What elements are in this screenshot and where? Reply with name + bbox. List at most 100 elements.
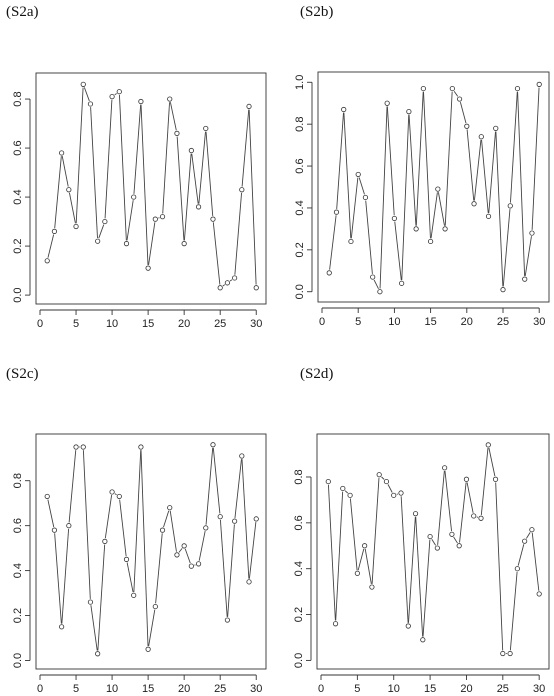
series-segment-b-9 [394, 221, 402, 281]
data-point-b-1 [333, 209, 340, 215]
series-segment-d-5 [364, 548, 372, 584]
series-segment-d-22 [488, 447, 496, 477]
data-point-d-24 [500, 650, 506, 657]
series-segment-a-19 [183, 153, 192, 241]
y-tick-label-b-2: 0.4 [294, 200, 306, 215]
data-point-d-22 [485, 442, 491, 448]
data-point-d-11 [405, 623, 411, 629]
data-point-c-15 [152, 603, 158, 610]
data-point-d-10 [398, 490, 404, 496]
series-segment-a-23 [212, 222, 221, 285]
series-segment-b-18 [459, 102, 467, 124]
data-point-c-6 [87, 599, 94, 605]
series-segment-b-23 [495, 131, 504, 287]
series-segment-c-2 [61, 528, 70, 624]
data-point-d-20 [471, 513, 477, 519]
x-tick-label-b-0: 0 [319, 316, 325, 328]
data-point-c-1 [51, 527, 58, 533]
x-tick-label-d-1: 5 [354, 683, 360, 695]
data-point-d-7 [376, 472, 382, 478]
data-point-a-14 [145, 265, 151, 271]
series-segment-b-22 [488, 131, 496, 214]
series-segment-d-12 [415, 516, 424, 637]
x-tick-label-b-1: 5 [355, 316, 361, 328]
data-point-b-14 [428, 238, 434, 245]
data-point-d-8 [383, 478, 390, 485]
series-segment-b-16 [444, 91, 453, 226]
series-segment-c-22 [205, 447, 214, 525]
data-point-c-19 [181, 543, 187, 549]
data-point-d-1 [332, 621, 339, 627]
series-segment-d-14 [431, 539, 437, 546]
series-segment-a-9 [114, 93, 117, 96]
series-segment-b-5 [365, 200, 373, 274]
data-point-a-22 [203, 125, 209, 132]
series-segment-a-21 [198, 131, 206, 204]
data-point-b-8 [384, 100, 390, 106]
data-point-b-28 [529, 230, 535, 236]
data-point-b-16 [442, 226, 448, 232]
series-segment-b-12 [415, 91, 424, 226]
data-point-a-29 [253, 285, 259, 291]
series-segment-d-28 [531, 532, 540, 591]
data-point-d-5 [362, 543, 368, 549]
panel-label-b: (S2b) [300, 4, 334, 20]
series-segment-b-11 [408, 114, 417, 226]
series-segment-d-21 [480, 448, 489, 516]
series-segment-a-13 [140, 104, 149, 265]
data-point-a-28 [246, 103, 252, 110]
data-point-c-20 [188, 563, 194, 569]
series-segment-c-23 [212, 447, 221, 514]
series-segment-d-13 [422, 539, 431, 637]
series-segment-c-28 [248, 522, 257, 579]
series-segment-a-25 [229, 279, 233, 282]
series-segment-d-18 [459, 482, 467, 543]
series-segment-b-28 [531, 87, 540, 230]
data-point-c-28 [246, 579, 252, 585]
x-tick-label-a-0: 0 [37, 318, 43, 330]
y-tick-label-c-4: 0.8 [12, 473, 24, 488]
x-tick-label-d-4: 20 [460, 683, 472, 695]
data-point-c-29 [253, 516, 259, 522]
y-tick-label-b-3: 0.6 [294, 158, 306, 173]
y-tick-label-c-1: 0.2 [12, 608, 24, 623]
x-tick-label-a-4: 20 [178, 318, 190, 330]
series-segment-c-10 [119, 499, 127, 557]
series-segment-a-8 [104, 99, 113, 219]
data-point-a-1 [51, 228, 58, 234]
series-segment-a-24 [222, 284, 226, 287]
panel-label-a: (S2a) [6, 4, 39, 20]
data-point-b-6 [370, 274, 376, 280]
series-segment-c-12 [133, 450, 142, 593]
data-point-a-26 [232, 275, 238, 281]
data-point-d-17 [449, 531, 455, 537]
data-point-d-12 [412, 511, 419, 517]
x-tick-label-a-3: 15 [142, 318, 154, 330]
data-point-d-18 [456, 543, 462, 549]
series-segment-a-28 [248, 109, 257, 285]
data-point-c-23 [210, 442, 216, 448]
data-point-b-26 [514, 85, 521, 92]
x-tick-label-c-4: 20 [178, 683, 190, 695]
data-point-a-18 [174, 130, 180, 136]
data-point-a-5 [80, 81, 86, 87]
series-segment-b-0 [329, 215, 337, 270]
x-tick-label-c-1: 5 [73, 683, 79, 695]
data-point-c-24 [217, 514, 223, 520]
data-point-d-26 [514, 566, 520, 572]
data-point-b-11 [406, 109, 412, 115]
data-point-a-19 [181, 241, 187, 247]
data-point-a-25 [224, 280, 231, 286]
series-segment-a-0 [47, 234, 55, 258]
data-point-c-3 [66, 523, 72, 529]
series-segment-d-27 [525, 532, 531, 539]
plot-frame-b [317, 71, 550, 303]
data-point-d-28 [529, 527, 535, 533]
data-point-d-19 [463, 476, 470, 482]
series-segment-b-19 [466, 129, 475, 201]
y-tick-label-a-0: 0.0 [12, 287, 24, 302]
series-segment-d-26 [517, 544, 525, 566]
series-segment-a-12 [133, 104, 142, 194]
data-point-d-27 [522, 538, 528, 544]
